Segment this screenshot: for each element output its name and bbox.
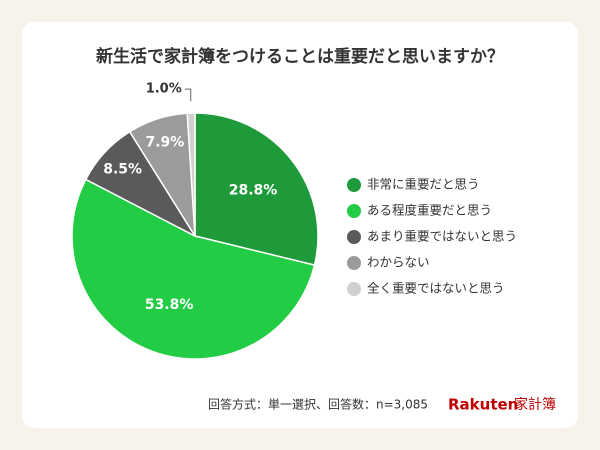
value-label: 7.9% <box>145 134 184 150</box>
legend-label: あまり重要ではないと思う <box>367 229 517 244</box>
value-label: 8.5% <box>103 161 142 177</box>
legend-marker <box>347 204 361 218</box>
pie-slice <box>194 112 319 266</box>
note: 回答方式：単一選択、回答数：n=3,085 <box>208 397 428 412</box>
pie: 28.8% 53.8% 8.5%7.9% 1.0% <box>71 82 319 360</box>
pie-slice <box>71 178 316 360</box>
logo-sub: 家計簿 <box>514 396 556 413</box>
legend-label: ある程度重要だと思う <box>367 203 492 218</box>
legend-marker <box>347 230 361 244</box>
legend-marker <box>347 256 361 270</box>
legend-label: 非常に重要だと思う <box>367 177 480 192</box>
value-label: 1.0% <box>146 82 182 97</box>
legend-label: 全く重要ではないと思う <box>367 281 505 296</box>
legend-label: わからない <box>367 255 430 270</box>
logo: Rakuten <box>448 396 518 414</box>
pie-slice <box>186 112 196 237</box>
chart-title: 新生活で家計簿をつけることは重要だと思いますか？ <box>96 46 504 67</box>
value-label: 53.8% <box>145 297 194 313</box>
legend-marker <box>347 178 361 192</box>
value-label: 28.8% <box>229 182 278 198</box>
legend-marker <box>347 282 361 296</box>
legend: 非常に重要だと思うある程度重要だと思うあまり重要ではないと思うわからない全く重要… <box>347 177 517 296</box>
leader-line <box>184 88 192 102</box>
